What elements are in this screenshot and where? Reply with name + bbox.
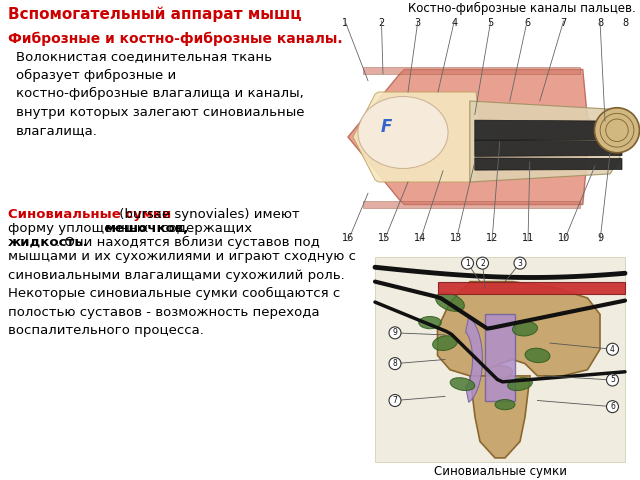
Text: 11: 11 xyxy=(522,233,534,243)
Text: Фиброзные и костно-фиброзные каналы.: Фиброзные и костно-фиброзные каналы. xyxy=(8,32,342,46)
Text: 6: 6 xyxy=(524,18,530,28)
Text: жидкость.: жидкость. xyxy=(8,236,89,249)
Text: Костно-фиброзные каналы пальцев.: Костно-фиброзные каналы пальцев. xyxy=(408,2,636,15)
Text: Синовиальные сумки: Синовиальные сумки xyxy=(8,208,172,221)
Ellipse shape xyxy=(419,316,441,329)
Polygon shape xyxy=(470,101,620,182)
Ellipse shape xyxy=(513,322,538,336)
Text: 9: 9 xyxy=(597,233,603,243)
Text: 5: 5 xyxy=(488,18,494,28)
Circle shape xyxy=(461,257,474,269)
Text: 1: 1 xyxy=(465,259,470,268)
Text: 9: 9 xyxy=(392,328,397,337)
Ellipse shape xyxy=(495,399,515,410)
Ellipse shape xyxy=(436,293,465,312)
Circle shape xyxy=(607,374,618,386)
Polygon shape xyxy=(438,282,600,376)
Text: 2: 2 xyxy=(480,259,485,268)
Text: 4: 4 xyxy=(451,18,458,28)
Polygon shape xyxy=(438,282,625,294)
Bar xyxy=(375,257,625,462)
Text: Синовиальные сумки
коленного сустава: Синовиальные сумки коленного сустава xyxy=(433,465,566,480)
Circle shape xyxy=(607,401,618,413)
Text: 8: 8 xyxy=(597,18,603,28)
Text: 4: 4 xyxy=(610,345,615,354)
Text: 7: 7 xyxy=(561,18,566,28)
Circle shape xyxy=(607,343,618,355)
Text: форму уплощенных: форму уплощенных xyxy=(8,222,152,235)
Text: 3: 3 xyxy=(415,18,421,28)
Text: 12: 12 xyxy=(486,233,498,243)
Ellipse shape xyxy=(450,378,475,391)
Ellipse shape xyxy=(488,366,513,378)
Text: Волокнистая соединительная ткань
образует фиброзные и
костно-фиброзные влагалища: Волокнистая соединительная ткань образуе… xyxy=(16,50,305,137)
Text: F: F xyxy=(380,118,392,135)
Polygon shape xyxy=(485,314,515,400)
Text: мышцами и их сухожилиями и играют сходную с
синовиальными влагалищами сухожилий : мышцами и их сухожилиями и играют сходну… xyxy=(8,250,356,337)
Polygon shape xyxy=(465,317,483,402)
Polygon shape xyxy=(353,92,508,182)
Text: 16: 16 xyxy=(342,233,354,243)
Circle shape xyxy=(389,327,401,339)
Text: 6: 6 xyxy=(610,402,615,411)
Polygon shape xyxy=(475,158,622,170)
Text: 1: 1 xyxy=(342,18,348,28)
Text: 2: 2 xyxy=(378,18,385,28)
Circle shape xyxy=(514,257,526,269)
Text: 3: 3 xyxy=(518,259,522,268)
Polygon shape xyxy=(348,70,625,204)
Polygon shape xyxy=(363,67,580,73)
Ellipse shape xyxy=(433,336,458,350)
Ellipse shape xyxy=(525,348,550,362)
Text: . Они находятся вблизи суставов под: . Они находятся вблизи суставов под xyxy=(56,236,320,249)
Text: 14: 14 xyxy=(414,233,426,243)
Circle shape xyxy=(477,257,488,269)
Text: Вспомогательный аппарат мышц: Вспомогательный аппарат мышц xyxy=(8,7,301,23)
Ellipse shape xyxy=(358,96,448,168)
Text: 15: 15 xyxy=(378,233,390,243)
Text: 13: 13 xyxy=(450,233,462,243)
Text: (bursae synoviales) имеют: (bursae synoviales) имеют xyxy=(115,208,300,221)
Polygon shape xyxy=(475,140,622,156)
Text: содержащих: содержащих xyxy=(157,222,252,235)
Text: 8: 8 xyxy=(622,18,628,28)
Text: 5: 5 xyxy=(610,375,615,384)
Circle shape xyxy=(595,108,639,153)
Circle shape xyxy=(389,395,401,407)
Circle shape xyxy=(389,358,401,370)
Polygon shape xyxy=(470,376,530,458)
Text: 10: 10 xyxy=(558,233,570,243)
Polygon shape xyxy=(363,201,580,207)
Ellipse shape xyxy=(508,378,532,391)
Text: 8: 8 xyxy=(392,359,397,368)
Text: 7: 7 xyxy=(392,396,397,405)
Text: мешочков,: мешочков, xyxy=(105,222,189,235)
Polygon shape xyxy=(475,120,622,140)
